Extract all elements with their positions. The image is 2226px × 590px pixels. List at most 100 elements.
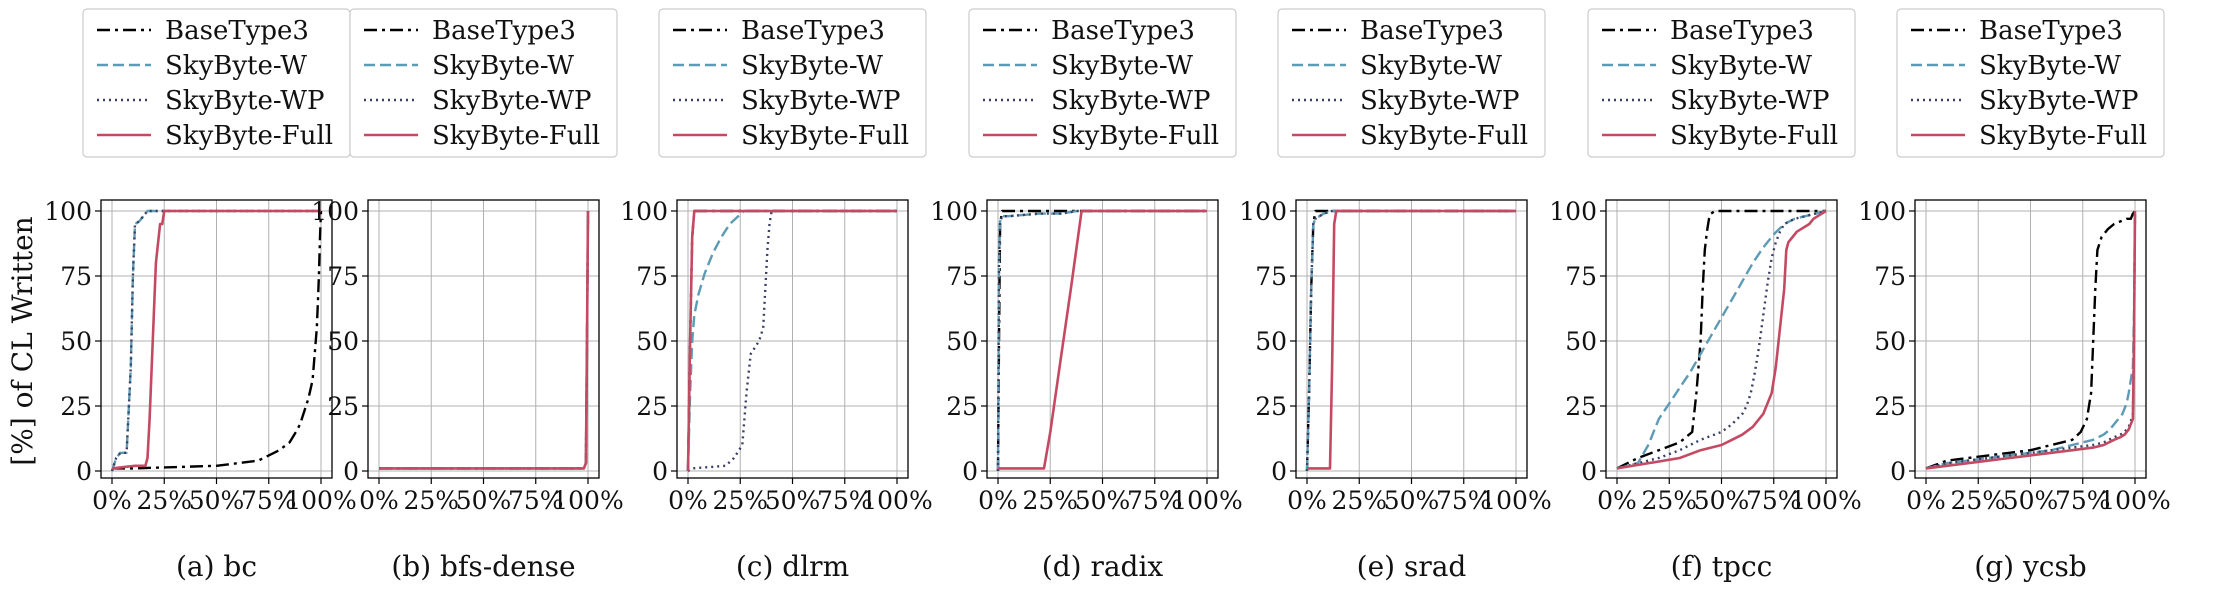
legend: BaseType3 SkyByte-W SkyByte-WP SkyByte-Full [349, 8, 618, 158]
x-tick-label: 25% [1950, 486, 2006, 515]
x-tick-label: 50% [765, 486, 821, 515]
y-tick-label: 50 [1565, 327, 1597, 356]
x-tick-label: 100% [861, 486, 932, 515]
y-tick-label: 100 [311, 197, 359, 226]
x-tick-label: 100% [552, 486, 623, 515]
panel-7: 0% 25%50%75%100% 0 25 50 75 100 (g) ycsb BaseTyp… [1858, 8, 2171, 583]
y-tick-label: 0 [1581, 457, 1597, 486]
series-line-skybyte-full [1616, 209, 1827, 470]
panel-caption: (g) ycsb [1974, 550, 2086, 583]
x-tick-label: 0% [1906, 486, 1946, 515]
y-tick-label: 0 [652, 457, 668, 486]
grid [1606, 200, 1837, 478]
y-tick-label: 100 [44, 197, 92, 226]
y-tick-label: 75 [60, 262, 92, 291]
x-tick-label: 25% [1022, 486, 1078, 515]
x-tick-label: 25% [403, 486, 459, 515]
x-tick-label: 0% [668, 486, 708, 515]
series-line-skybyte-full [1925, 210, 2137, 470]
y-tick-label: 25 [946, 392, 978, 421]
legend: BaseType3 SkyByte-W SkyByte-WP SkyByte-Full [1277, 8, 1546, 158]
x-tick-label: 75% [241, 486, 297, 515]
x-tick-label: 100% [1790, 486, 1861, 515]
legend-box [349, 8, 618, 158]
series-line-skybyte-w [1925, 210, 2137, 470]
legend-box [1896, 8, 2165, 158]
legend-box [968, 8, 1237, 158]
legend-label: SkyByte-WP [165, 86, 324, 116]
x-tick-label: 25% [1641, 486, 1697, 515]
legend-label: SkyByte-WP [1051, 86, 1210, 116]
legend-label: SkyByte-W [1360, 51, 1502, 81]
y-tick-label: 25 [1565, 392, 1597, 421]
series-line-skybyte-full [1307, 209, 1516, 470]
panel-caption: (a) bc [176, 550, 257, 583]
panel-6: 0% 25%50%75%100% 0 25 50 75 100 (f) tpcc BaseTyp… [1549, 8, 1862, 583]
x-tick-label: 50% [1075, 486, 1131, 515]
x-tick-label: 75% [1127, 486, 1183, 515]
x-tick-label: 100% [2099, 486, 2170, 515]
series-line-skybyte-w [686, 209, 897, 472]
x-tick-label: 0% [1597, 486, 1637, 515]
series-line-basetype3 [112, 210, 323, 470]
panel-caption: (f) tpcc [1671, 550, 1773, 583]
series-line-skybyte-w [1305, 209, 1516, 472]
y-tick-label: 50 [60, 327, 92, 356]
y-tick-label: 75 [946, 262, 978, 291]
x-tick-label: 100% [1480, 486, 1551, 515]
series-line-skybyte-full [998, 209, 1207, 470]
y-tick-label: 25 [636, 392, 668, 421]
y-tick-label: 50 [1255, 327, 1287, 356]
y-tick-label: 100 [1549, 197, 1597, 226]
series-line-skybyte-w [1616, 209, 1827, 470]
y-tick-label: 50 [327, 327, 359, 356]
legend-label: SkyByte-Full [1051, 121, 1219, 151]
panel-caption: (c) dlrm [736, 550, 849, 583]
x-tick-label: 75% [1436, 486, 1492, 515]
legend-label: SkyByte-Full [1979, 121, 2147, 151]
legend-box [658, 8, 927, 158]
x-tick-label: 50% [2003, 486, 2059, 515]
x-tick-label: 75% [1746, 486, 1802, 515]
legend: BaseType3 SkyByte-W SkyByte-WP SkyByte-Full [1896, 8, 2165, 158]
series-line-basetype3 [1925, 210, 2136, 470]
y-tick-label: 25 [1255, 392, 1287, 421]
x-tick-label: 0% [92, 486, 132, 515]
y-tick-label: 75 [636, 262, 668, 291]
legend-label: SkyByte-W [432, 51, 574, 81]
legend-label: BaseType3 [432, 16, 576, 46]
legend: BaseType3 SkyByte-W SkyByte-WP SkyByte-Full [1587, 8, 1856, 158]
x-tick-label: 50% [1384, 486, 1440, 515]
panel-4: 0% 25%50%75%100% 0 25 50 75 100 (d) radix BaseTy… [930, 8, 1243, 583]
y-tick-label: 100 [1858, 197, 1906, 226]
legend-label: BaseType3 [165, 16, 309, 46]
legend-label: SkyByte-W [1051, 51, 1193, 81]
legend: BaseType3 SkyByte-W SkyByte-WP SkyByte-Full [968, 8, 1237, 158]
legend-label: SkyByte-W [741, 51, 883, 81]
series-line-skybyte-wp [110, 209, 321, 472]
x-tick-label: 25% [136, 486, 192, 515]
legend-label: SkyByte-Full [741, 121, 909, 151]
panel-2: 0% 25%50%75%100% 0 25 50 75 100 (b) bfs-dense Ba… [311, 8, 624, 583]
panel-3: 0% 25%50%75%100% 0 25 50 75 100 (c) dlrm BaseTyp… [620, 8, 933, 583]
x-tick-label: 75% [817, 486, 873, 515]
legend-label: SkyByte-WP [741, 86, 900, 116]
panel-5: 0% 25%50%75%100% 0 25 50 75 100 (e) srad BaseTyp… [1239, 8, 1552, 583]
y-tick-label: 50 [636, 327, 668, 356]
y-tick-label: 75 [1565, 262, 1597, 291]
series-line-basetype3 [1616, 209, 1826, 470]
y-tick-label: 0 [1890, 457, 1906, 486]
legend-label: SkyByte-Full [1360, 121, 1528, 151]
x-tick-label: 25% [1331, 486, 1387, 515]
legend: BaseType3 SkyByte-W SkyByte-WP SkyByte-Full [658, 8, 927, 158]
panel-caption: (d) radix [1042, 550, 1164, 583]
x-tick-label: 0% [1287, 486, 1327, 515]
legend-label: BaseType3 [1670, 16, 1814, 46]
legend-label: SkyByte-W [1979, 51, 2121, 81]
y-tick-label: 100 [620, 197, 668, 226]
legend-label: SkyByte-WP [1670, 86, 1829, 116]
panel-caption: (e) srad [1357, 550, 1467, 583]
y-tick-label: 50 [1874, 327, 1906, 356]
series-line-skybyte-full [379, 210, 590, 470]
